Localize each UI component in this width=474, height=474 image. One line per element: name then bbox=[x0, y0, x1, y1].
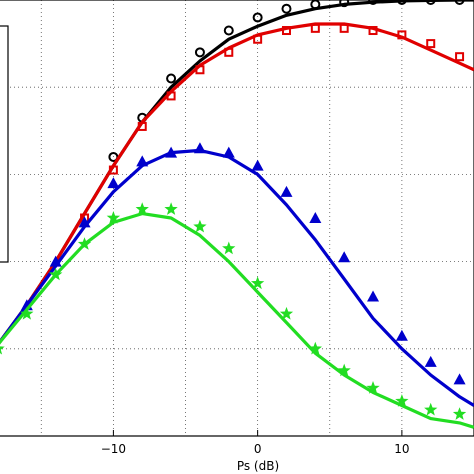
data-point bbox=[49, 255, 62, 267]
data-point bbox=[0, 346, 5, 355]
data-point bbox=[424, 402, 438, 416]
data-point bbox=[252, 12, 263, 23]
data-point bbox=[396, 0, 407, 5]
data-point bbox=[339, 23, 349, 33]
data-point bbox=[164, 202, 178, 215]
x-tick-label: 10 bbox=[394, 442, 409, 456]
series-2 bbox=[0, 22, 474, 345]
series-line bbox=[0, 212, 474, 429]
data-point bbox=[452, 407, 467, 420]
x-axis-label: Ps (dB) bbox=[237, 459, 279, 473]
data-point bbox=[135, 202, 149, 215]
data-point bbox=[165, 146, 178, 158]
data-point bbox=[77, 237, 92, 250]
plot-frame bbox=[0, 0, 474, 437]
data-point bbox=[309, 212, 322, 223]
series-line bbox=[0, 148, 474, 407]
data-point bbox=[368, 26, 378, 36]
data-point bbox=[279, 306, 294, 320]
data-point bbox=[223, 25, 234, 36]
data-point bbox=[310, 23, 320, 33]
data-point bbox=[281, 26, 291, 36]
data-point bbox=[338, 251, 351, 263]
data-point bbox=[222, 146, 235, 158]
data-point bbox=[368, 0, 379, 5]
data-point bbox=[395, 394, 409, 407]
data-point bbox=[166, 91, 176, 101]
x-tick-label: −10 bbox=[101, 442, 126, 456]
data-point bbox=[424, 355, 437, 367]
data-point bbox=[339, 0, 350, 8]
series-line bbox=[0, 0, 474, 345]
data-point bbox=[454, 0, 465, 5]
data-point bbox=[253, 34, 263, 44]
data-point bbox=[367, 290, 380, 302]
series-4 bbox=[0, 202, 474, 429]
data-point bbox=[193, 219, 207, 233]
data-point bbox=[193, 142, 206, 154]
data-point bbox=[106, 211, 121, 224]
data-point bbox=[397, 30, 407, 40]
grid bbox=[0, 0, 474, 436]
series-line bbox=[0, 22, 474, 345]
data-point bbox=[137, 121, 147, 131]
data-point bbox=[20, 306, 34, 320]
series bbox=[0, 0, 474, 429]
data-point bbox=[107, 177, 120, 189]
data-point bbox=[108, 165, 118, 175]
data-point bbox=[281, 3, 292, 14]
data-point bbox=[426, 39, 436, 49]
data-point bbox=[395, 329, 408, 341]
x-tick-label: 0 bbox=[254, 442, 262, 456]
data-point bbox=[222, 241, 236, 255]
data-point bbox=[308, 341, 322, 355]
series-1 bbox=[0, 0, 474, 345]
data-point bbox=[425, 0, 436, 5]
legend-box bbox=[0, 25, 9, 263]
data-point bbox=[455, 52, 465, 62]
data-point bbox=[280, 185, 293, 197]
data-point bbox=[224, 47, 234, 57]
data-point bbox=[453, 373, 466, 385]
data-point bbox=[78, 216, 91, 228]
data-point bbox=[310, 0, 321, 10]
series-3 bbox=[0, 142, 474, 407]
data-point bbox=[251, 159, 264, 171]
data-point bbox=[166, 73, 177, 84]
data-point bbox=[194, 47, 205, 58]
data-point bbox=[195, 65, 205, 75]
data-point bbox=[337, 363, 351, 377]
data-point bbox=[49, 267, 63, 281]
data-point bbox=[136, 155, 149, 167]
data-point bbox=[251, 276, 265, 290]
data-point bbox=[366, 381, 380, 394]
x-ticks: −10 0 10 bbox=[101, 430, 410, 456]
